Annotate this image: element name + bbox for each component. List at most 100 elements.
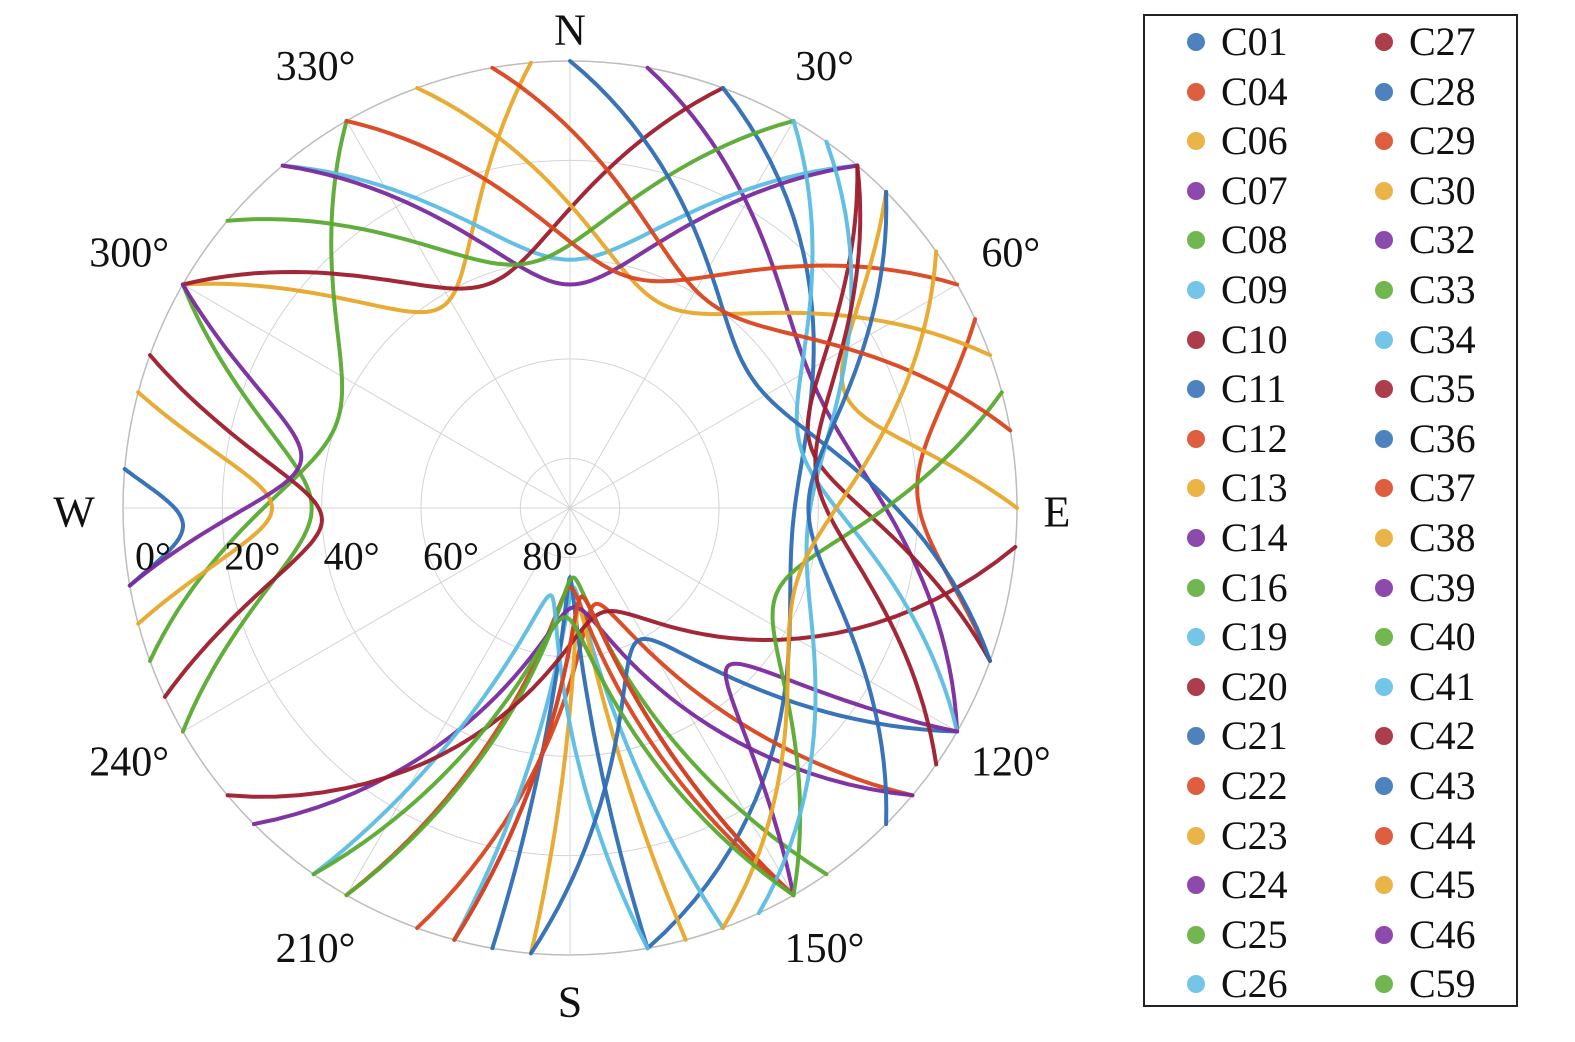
legend-label: C29 [1409,118,1476,164]
track-c39 [723,661,960,898]
legend-item-c34: C34 [1375,319,1476,360]
legend-marker [1375,529,1393,547]
track-c22 [344,585,796,898]
legend-marker [1187,479,1205,498]
legend-marker [1375,380,1393,399]
legend-item-c44: C44 [1375,812,1476,858]
legend-marker [1187,826,1205,845]
legend-label: C26 [1221,961,1288,1007]
track-c06 [180,60,533,315]
legend-item-c35: C35 [1375,369,1476,409]
azimuth-tick-300: 300° [89,231,169,277]
track-c44 [490,65,1013,433]
elevation-tick-60: 60° [423,534,479,579]
legend-item-c33: C33 [1375,270,1476,310]
track-c29 [452,594,796,942]
legend-label: C23 [1221,812,1288,858]
track-c33 [225,118,796,267]
track-c36 [568,59,992,663]
legend-item-c38: C38 [1375,518,1476,558]
legend-item-c30: C30 [1375,167,1476,213]
direction-label-n: N [554,6,586,55]
legend-marker [1187,578,1205,597]
legend-marker [1187,380,1205,399]
track-c12 [415,601,915,930]
track-c24 [251,605,915,827]
legend-label: C41 [1409,663,1476,709]
track-c35 [805,163,992,663]
legend-marker [1375,727,1393,746]
track-c40 [770,390,1004,898]
legend-item-c36: C36 [1375,415,1476,461]
legend-marker [1187,876,1205,895]
legend-item-c25: C25 [1187,914,1288,955]
legend-item-c37: C37 [1375,468,1476,508]
legend-item-c12: C12 [1187,415,1288,461]
legend-label: C08 [1221,217,1288,263]
legend-label: C13 [1221,465,1288,511]
track-c20 [148,353,324,699]
azimuth-tick-120: 120° [971,740,1051,786]
legend-label: C35 [1409,366,1476,412]
track-c46 [127,282,304,588]
legend-item-c08: C08 [1187,220,1288,260]
legend-marker [1187,628,1205,647]
legend-label: C40 [1409,614,1476,660]
legend-label: C07 [1221,167,1288,213]
legend-item-c42: C42 [1375,716,1476,756]
legend-item-c32: C32 [1375,220,1476,260]
legend-label: C11 [1221,366,1287,412]
legend-label: C30 [1409,167,1476,213]
legend-label: C04 [1221,68,1288,114]
track-c27 [225,545,1018,799]
legend-marker [1187,727,1205,746]
legend-label: C37 [1409,465,1476,511]
legend-label: C16 [1221,564,1288,610]
skyplot-chart: N S E W 30° 60° 120° 150° 210° 240° 300° 330° 0° 20° 4… [53,6,1070,1027]
legend-item-c28: C28 [1375,71,1476,112]
azimuth-tick-60: 60° [981,231,1040,277]
direction-label-w: W [53,488,95,537]
track-c42 [813,163,939,767]
elevation-tick-80: 80° [522,534,578,579]
legend-label: C36 [1409,415,1476,461]
legend-marker [1187,330,1205,349]
track-c13 [136,390,275,626]
legend-label: C24 [1221,862,1288,908]
legend-item-c39: C39 [1375,567,1476,608]
elevation-tick-20: 20° [224,534,280,579]
azimuth-tick-210: 210° [276,926,356,972]
satellite-tracks [122,59,1019,956]
azimuth-tick-240: 240° [89,740,169,786]
track-c04 [915,317,992,663]
legend-item-c11: C11 [1187,369,1286,409]
legend-marker [1375,876,1393,895]
legend-item-c41: C41 [1375,663,1476,709]
axis-labels: N S E W 30° 60° 120° 150° 210° 240° 300° 330° 0° 20° 4… [53,6,1070,1027]
legend-item-c16: C16 [1187,564,1288,610]
track-c16 [180,282,314,734]
legend-marker [1187,975,1205,994]
legend-marker [1375,429,1393,448]
legend-item-c10: C10 [1187,316,1288,362]
legend-label: C27 [1409,19,1476,64]
track-c25 [344,575,829,898]
legend-label: C09 [1221,267,1288,312]
legend-label: C44 [1409,812,1476,858]
track-c08 [148,118,349,663]
legend-label: C43 [1409,763,1476,808]
legend-label: C22 [1221,763,1288,808]
legend-marker [1375,975,1393,994]
legend-marker [1375,181,1393,200]
legend-item-c23: C23 [1187,812,1288,858]
legend-marker [1187,33,1205,51]
legend-marker [1187,677,1205,696]
legend-item-c14: C14 [1187,518,1288,558]
legend-marker [1187,529,1205,547]
legend-label: C12 [1221,415,1288,461]
legend-item-c01: C01 [1187,22,1288,62]
track-c30 [415,86,992,358]
legend-label: C10 [1221,316,1288,362]
direction-label-s: S [558,978,582,1027]
legend-label: C33 [1409,267,1476,312]
